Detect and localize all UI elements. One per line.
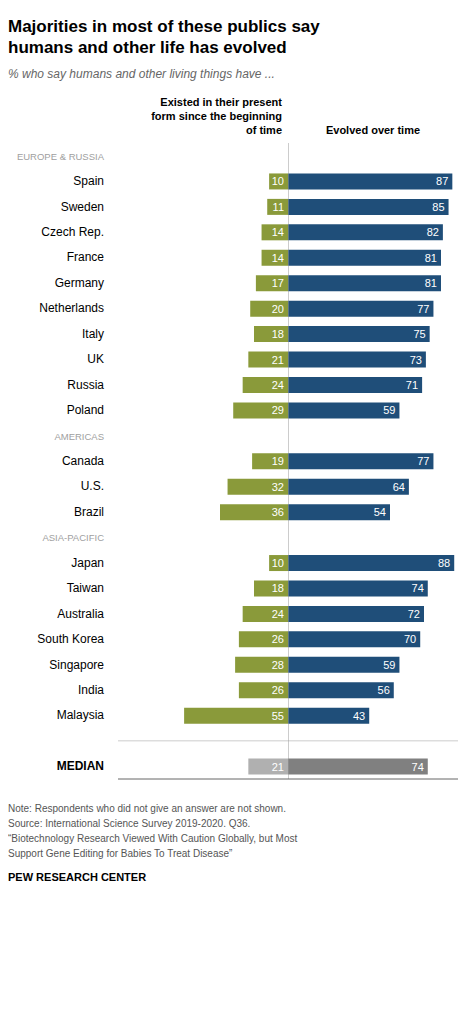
svg-text:72: 72 (408, 608, 420, 620)
svg-text:74: 74 (412, 761, 424, 773)
svg-text:14: 14 (272, 252, 284, 264)
svg-text:73: 73 (410, 354, 422, 366)
svg-text:59: 59 (383, 659, 395, 671)
svg-text:20: 20 (272, 303, 284, 315)
svg-text:55: 55 (272, 710, 284, 722)
svg-text:29: 29 (272, 405, 284, 417)
html-text:Source: International Science: Source: International Science Survey 201… (8, 818, 251, 830)
svg-text:Sweden: Sweden (61, 200, 104, 214)
svg-text:26: 26 (272, 634, 284, 646)
svg-text:28: 28 (272, 659, 284, 671)
svg-text:Czech Rep.: Czech Rep. (41, 225, 104, 239)
svg-text:Japan: Japan (71, 556, 104, 570)
svg-text:59: 59 (383, 405, 395, 417)
svg-text:Taiwan: Taiwan (67, 582, 104, 596)
svg-text:UK: UK (87, 353, 104, 367)
svg-text:70: 70 (404, 634, 416, 646)
svg-text:Singapore: Singapore (49, 658, 104, 672)
svg-text:64: 64 (393, 481, 405, 493)
svg-text:85: 85 (432, 201, 444, 213)
svg-text:32: 32 (272, 481, 284, 493)
svg-text:Australia: Australia (57, 607, 104, 621)
html-text:Evolved over time: Evolved over time (325, 124, 421, 137)
svg-text:19: 19 (272, 456, 284, 468)
svg-text:India: India (78, 683, 104, 697)
svg-text:Brazil: Brazil (74, 505, 104, 519)
svg-text:17: 17 (272, 278, 284, 290)
svg-text:82: 82 (427, 227, 439, 239)
svg-text:81: 81 (425, 278, 437, 290)
svg-text:36: 36 (272, 507, 284, 519)
html-text:Note: Respondents who did not: Note: Respondents who did not give an an… (8, 803, 286, 815)
svg-text:18: 18 (272, 583, 284, 595)
svg-text:18: 18 (272, 328, 284, 340)
svg-text:87: 87 (436, 176, 448, 188)
svg-text:South Korea: South Korea (37, 632, 104, 646)
svg-text:MEDIAN: MEDIAN (57, 760, 104, 774)
svg-text:11: 11 (273, 201, 284, 213)
svg-text:77: 77 (417, 303, 429, 315)
svg-text:Netherlands: Netherlands (39, 302, 104, 316)
svg-text:AMERICAS: AMERICAS (54, 431, 104, 442)
svg-text:10: 10 (272, 176, 284, 188)
html-text:Support Gene Editing for Babie: Support Gene Editing for Babies To Treat… (8, 848, 233, 860)
svg-text:43: 43 (353, 710, 365, 722)
html-text:PEW RESEARCH CENTER: PEW RESEARCH CENTER (8, 871, 147, 884)
svg-text:24: 24 (272, 608, 284, 620)
svg-text:14: 14 (272, 227, 284, 239)
svg-text:56: 56 (378, 685, 390, 697)
svg-text:U.S.: U.S. (81, 480, 104, 494)
svg-text:Italy: Italy (82, 327, 104, 341)
svg-text:81: 81 (425, 252, 437, 264)
svg-text:24: 24 (272, 379, 284, 391)
svg-text:71: 71 (406, 379, 418, 391)
svg-text:77: 77 (417, 456, 429, 468)
svg-text:26: 26 (272, 685, 284, 697)
svg-text:Poland: Poland (67, 404, 104, 418)
svg-text:54: 54 (374, 507, 386, 519)
html-text:Existed in their present form: Existed in their present form since the … (151, 95, 282, 137)
svg-text:Canada: Canada (62, 454, 104, 468)
svg-text:74: 74 (412, 583, 424, 595)
svg-text:Malaysia: Malaysia (57, 709, 105, 723)
svg-text:France: France (67, 251, 105, 265)
svg-text:ASIA-PACIFIC: ASIA-PACIFIC (42, 533, 104, 544)
svg-text:Spain: Spain (73, 175, 104, 189)
svg-text:88: 88 (438, 557, 450, 569)
svg-text:EUROPE & RUSSIA: EUROPE & RUSSIA (17, 151, 105, 162)
html-text:Majorities in most of these pu: Majorities in most of these publics say … (8, 17, 320, 58)
svg-text:10: 10 (272, 557, 284, 569)
html-text:“Biotechnology Research Viewed: “Biotechnology Research Viewed With Caut… (8, 833, 298, 845)
svg-text:21: 21 (272, 761, 284, 773)
svg-text:Germany: Germany (55, 276, 104, 290)
svg-text:21: 21 (272, 354, 284, 366)
svg-text:Russia: Russia (67, 378, 104, 392)
svg-text:75: 75 (413, 328, 425, 340)
html-text:% who say humans and other liv: % who say humans and other living things… (8, 66, 275, 81)
